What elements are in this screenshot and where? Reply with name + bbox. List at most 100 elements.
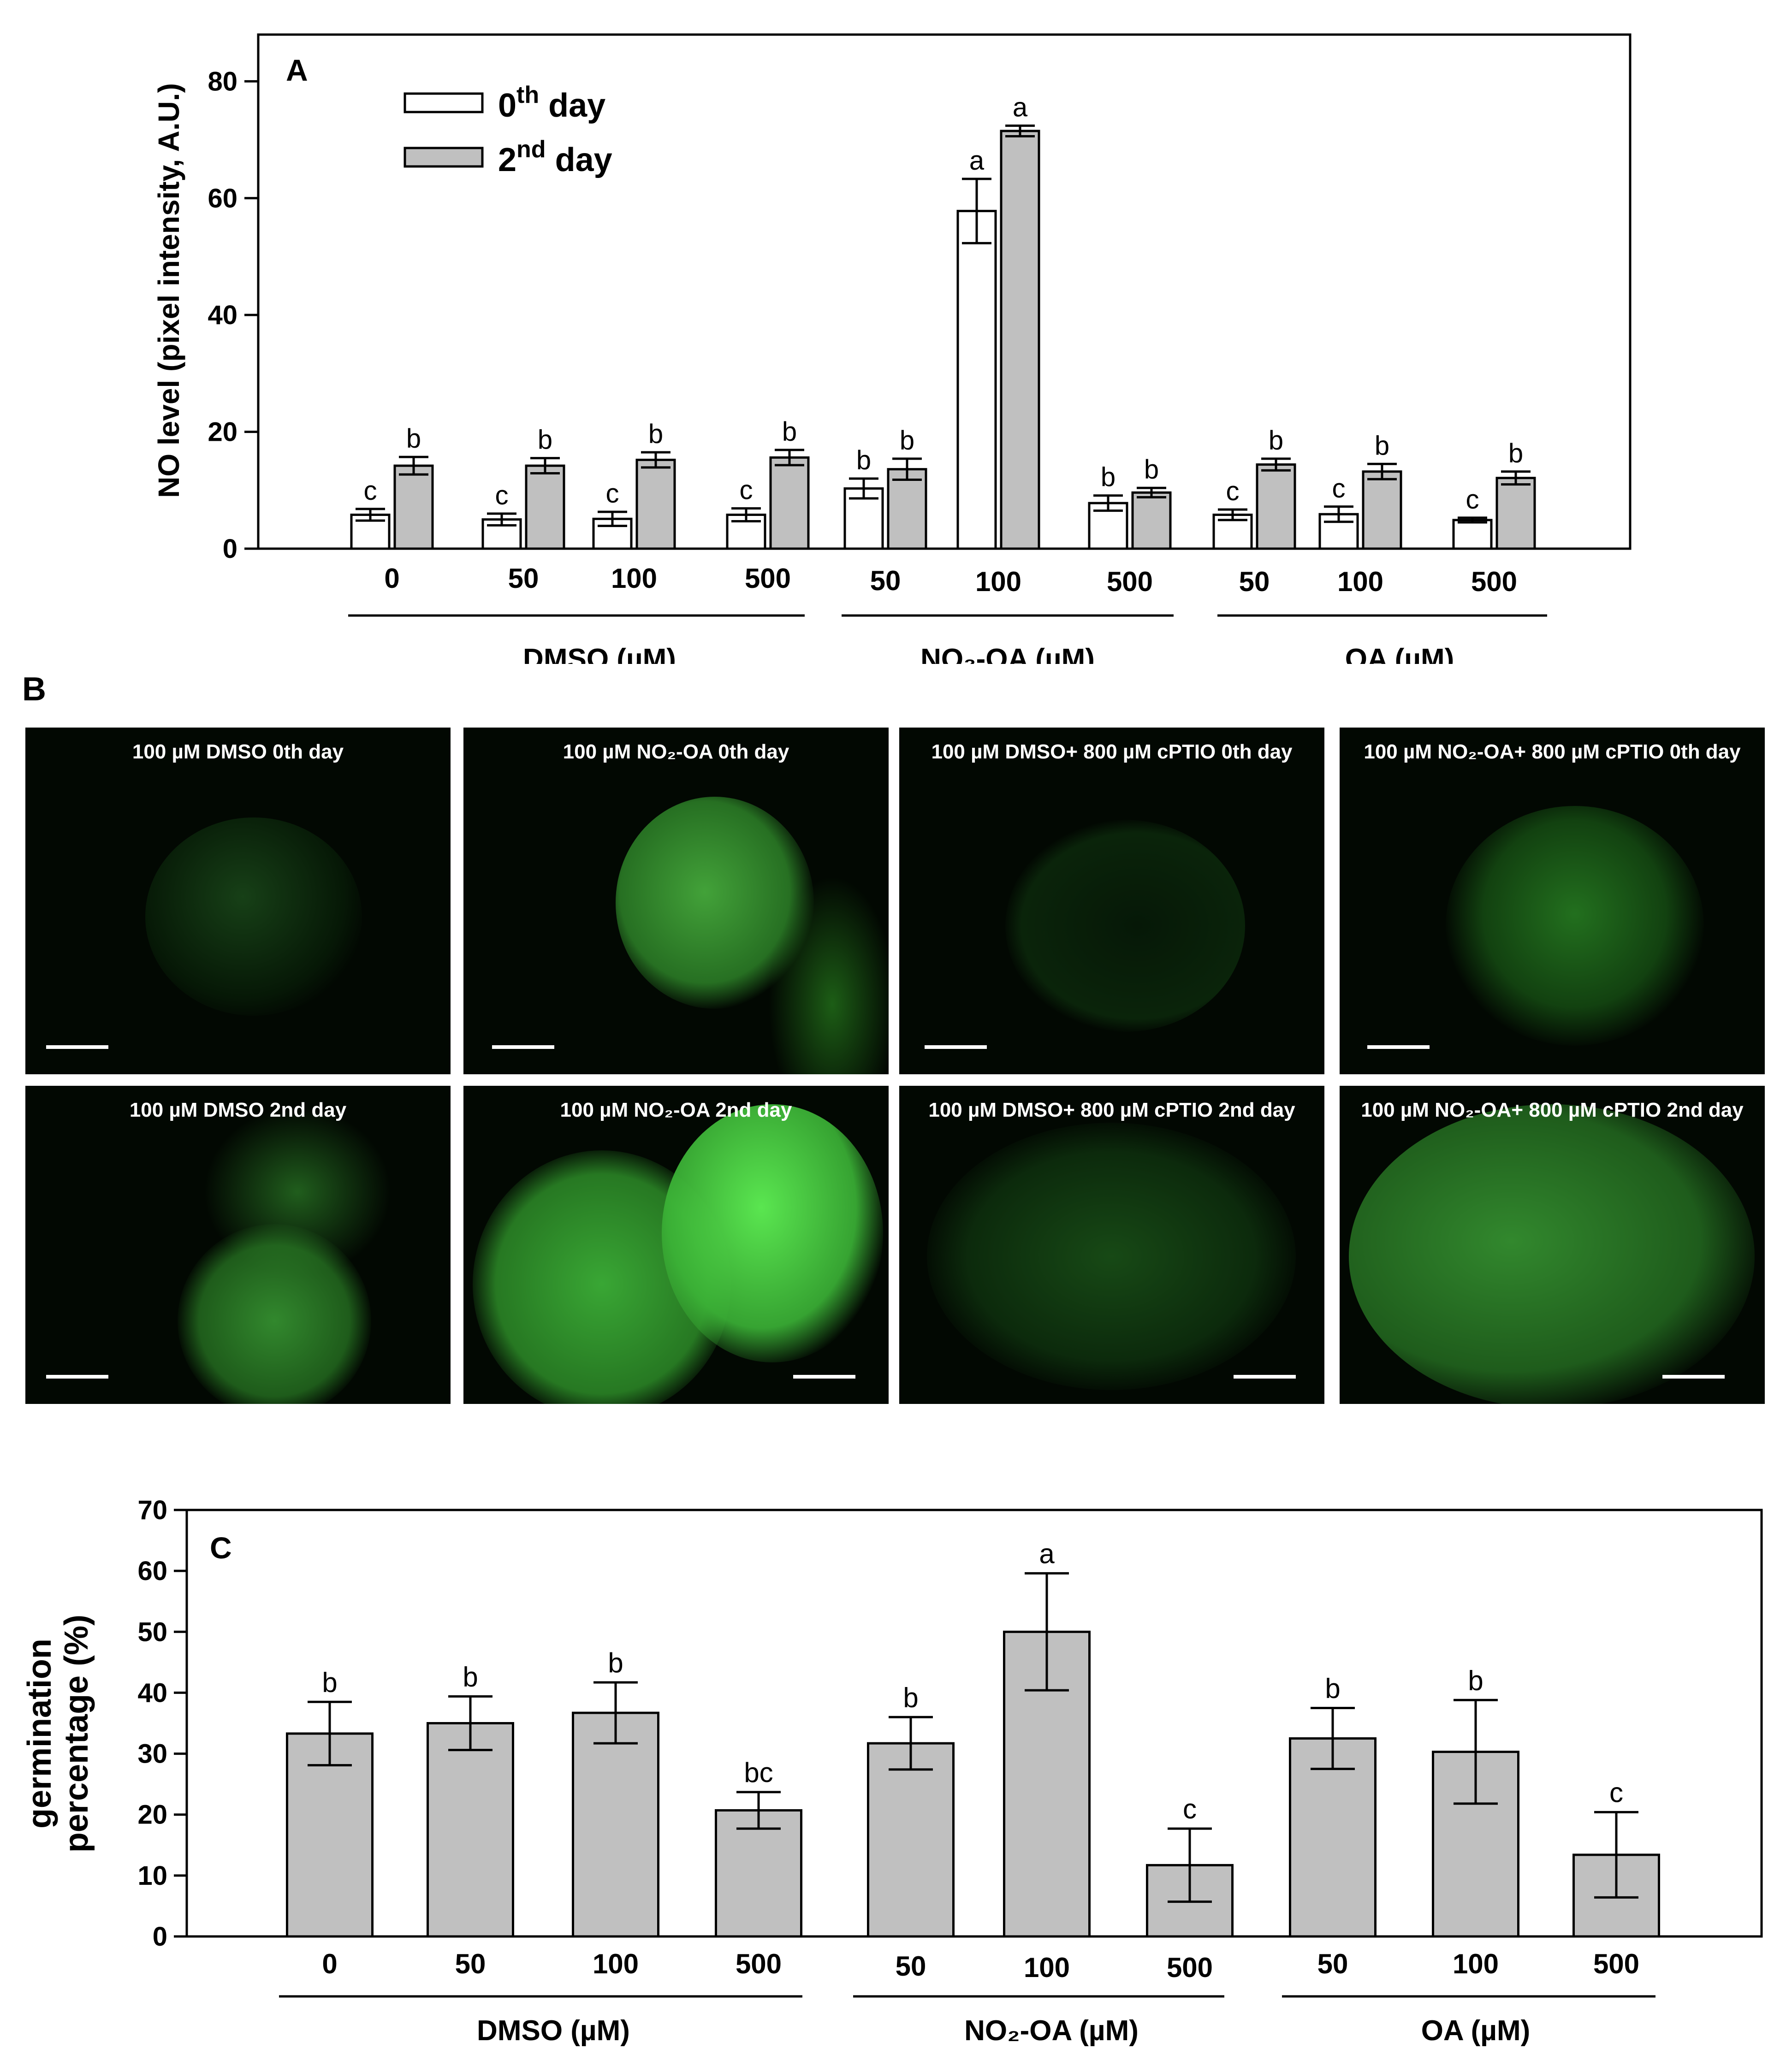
micrograph-caption: 100 µM DMSO+ 800 µM cPTIO 2nd day [928, 1099, 1295, 1121]
x-tick-label: 50 [870, 565, 901, 596]
bar-day2 [1495, 477, 1536, 550]
micrograph-dmso-day2: 100 µM DMSO 2nd day [25, 1086, 451, 1404]
significance-letter: c [1609, 1777, 1623, 1808]
micrograph-dmso-cptio-day0: 100 µM DMSO+ 800 µM cPTIO 0th day [899, 728, 1324, 1074]
germination-bar [572, 1711, 659, 1938]
significance-letter: a [1013, 93, 1028, 123]
x-tick-label: 100 [975, 566, 1021, 597]
significance-letter: c [1183, 1794, 1197, 1824]
panel-c-plot-frame [185, 1509, 1763, 1938]
micrograph-caption: 100 µM DMSO 2nd day [129, 1099, 347, 1121]
micrograph-dmso-day0: 100 µM DMSO 0th day [25, 728, 451, 1074]
y-tick-label: 20 [208, 417, 237, 447]
x-tick-label: 500 [1471, 566, 1517, 597]
legend-swatch [403, 147, 484, 168]
scale-bar [793, 1375, 855, 1379]
scale-bar [492, 1045, 554, 1049]
x-tick-label: 0 [384, 563, 399, 594]
seed-shape [1349, 1104, 1755, 1404]
germination-bar [715, 1809, 802, 1938]
significance-letter: b [608, 1647, 623, 1678]
micrograph-no2oa-cptio-day2: 100 µM NO₂-OA+ 800 µM cPTIO 2nd day [1340, 1086, 1765, 1404]
y-tick-label: 30 [137, 1739, 167, 1769]
significance-letter: bc [744, 1757, 773, 1788]
significance-letter: b [1144, 455, 1159, 485]
panel-a-label: A [286, 53, 308, 87]
group-label: DMSO (µM) [477, 2015, 630, 2047]
x-tick-label: 100 [1024, 1952, 1070, 1983]
significance-letter: c [1332, 474, 1346, 503]
significance-letter: b [903, 1682, 918, 1713]
x-tick-label: 50 [896, 1951, 926, 1982]
micrograph-caption: 100 µM NO₂-OA 2nd day [560, 1099, 792, 1121]
y-axis-label: NO level (pixel intensity, A.U.) [152, 83, 185, 498]
significance-letter: b [1101, 462, 1116, 492]
x-tick-label: 500 [1107, 566, 1153, 597]
x-tick-label: 100 [1453, 1948, 1499, 1979]
significance-letter: c [606, 479, 619, 509]
bar-day2 [393, 464, 434, 550]
scale-bar [1234, 1375, 1296, 1379]
y-tick-label: 50 [137, 1617, 167, 1647]
y-tick-label: 20 [137, 1800, 167, 1830]
y-axis-label-line2: percentage (%) [58, 1615, 95, 1853]
scale-bar [46, 1375, 108, 1379]
significance-letter: c [495, 480, 509, 510]
panel-c-chart: C 0 10 20 30 40 50 60 70 germination percentage (… [0, 1439, 1786, 2072]
legend-label: 2nd day [498, 136, 612, 178]
micrograph-caption: 100 µM NO₂-OA 0th day [563, 740, 789, 763]
x-tick-label: 100 [1337, 566, 1383, 597]
significance-letter: b [1325, 1673, 1340, 1704]
seed-shape [145, 817, 362, 1016]
micrograph-caption: 100 µM NO₂-OA+ 800 µM cPTIO 0th day [1364, 740, 1741, 763]
panel-c-label: C [210, 1531, 232, 1565]
bar-day0 [956, 210, 997, 550]
bar-day2 [769, 456, 810, 550]
significance-letter: b [648, 419, 663, 449]
seed-shape [1446, 806, 1704, 1046]
x-tick-label: 0 [322, 1948, 337, 1979]
group-label: OA (µM) [1421, 2015, 1531, 2047]
significance-letter: b [856, 445, 871, 475]
bar-day2 [887, 468, 927, 550]
x-tick-label: 500 [736, 1948, 782, 1979]
legend-swatch [403, 92, 484, 113]
x-tick-label: 500 [745, 563, 791, 594]
significance-letter: b [1508, 438, 1523, 468]
legend-label: 0th day [498, 82, 605, 124]
panel-b-label: B [22, 671, 46, 708]
micrograph-caption: 100 µM DMSO 0th day [132, 740, 344, 763]
legend-label-base: 0 [498, 87, 516, 124]
x-tick-label: 100 [593, 1948, 639, 1979]
x-tick-label: 50 [508, 563, 539, 594]
significance-letter: c [1226, 476, 1240, 506]
significance-letter: b [1375, 431, 1389, 461]
y-tick-label: 60 [137, 1556, 167, 1586]
y-tick-label: 0 [223, 534, 237, 564]
seed-shape [662, 1104, 883, 1362]
panel-a-plot-frame [257, 33, 1632, 550]
y-tick-label: 40 [137, 1678, 167, 1708]
significance-letter: b [538, 425, 552, 455]
micrograph-caption: 100 µM DMSO+ 800 µM cPTIO 0th day [931, 740, 1293, 763]
bar-day2 [1362, 470, 1402, 550]
scale-bar [1662, 1375, 1725, 1379]
bar-day0 [1452, 519, 1493, 550]
significance-letter: b [782, 417, 797, 447]
x-tick-label: 500 [1593, 1948, 1639, 1979]
bar-day2 [635, 458, 676, 550]
y-tick-label: 40 [208, 300, 237, 330]
seed-shape [1005, 820, 1245, 1032]
significance-letter: b [463, 1661, 478, 1692]
significance-letter: a [1039, 1538, 1055, 1569]
significance-letter: b [900, 426, 914, 456]
bar-day2 [1131, 491, 1172, 550]
y-tick-label: 70 [137, 1495, 167, 1525]
significance-letter: b [1269, 426, 1283, 456]
bar-day2 [1256, 463, 1296, 550]
significance-letter: b [322, 1667, 337, 1698]
legend-label-tail: day [539, 87, 605, 124]
y-tick-label: 80 [208, 66, 237, 96]
scale-bar [1367, 1045, 1430, 1049]
